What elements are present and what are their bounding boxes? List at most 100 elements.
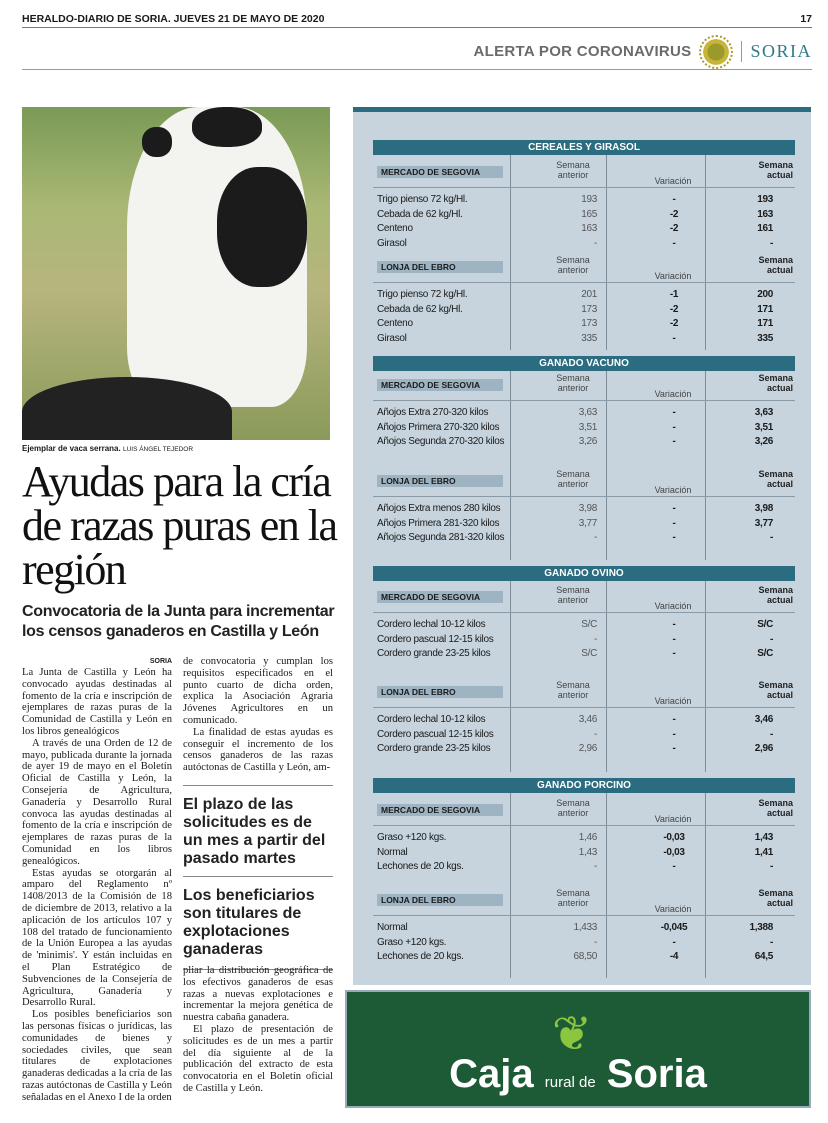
value-anterior: 1,46 bbox=[578, 832, 598, 843]
column-variacion: Variación bbox=[654, 601, 692, 611]
value-variacion: - bbox=[672, 728, 676, 740]
table-row: Trigo pienso 72 kg/Hl. 201 -1 200 bbox=[373, 288, 795, 303]
table-row: Graso +120 kgs. 1,46 -0,03 1,43 bbox=[373, 831, 795, 846]
value-anterior: 3,63 bbox=[578, 407, 598, 418]
column-variacion: Variación bbox=[654, 814, 692, 824]
column-divider bbox=[606, 793, 607, 978]
value-anterior: - bbox=[593, 936, 597, 948]
value-variacion: - bbox=[672, 619, 676, 630]
value-actual: 2,96 bbox=[754, 743, 774, 755]
value-variacion: -2 bbox=[669, 303, 679, 315]
row-label: Añojos Segunda 281-320 kilos bbox=[377, 532, 505, 544]
table-row: Trigo pienso 72 kg/Hl. 193 - 193 bbox=[373, 193, 795, 208]
value-variacion: - bbox=[672, 421, 676, 433]
column-divider bbox=[705, 581, 706, 772]
section-header: CEREALES Y GIRASOL bbox=[373, 140, 795, 155]
column-actual: Semana actual bbox=[758, 798, 793, 818]
value-variacion: - bbox=[672, 861, 676, 873]
value-actual: 3,77 bbox=[754, 517, 774, 529]
cow-photo bbox=[22, 107, 330, 440]
pull-quote-2: Los beneficiarios son titulares de explo… bbox=[183, 876, 333, 970]
value-actual: 3,46 bbox=[754, 714, 774, 725]
value-variacion: -4 bbox=[669, 951, 679, 963]
value-anterior: 3,26 bbox=[578, 436, 598, 448]
article-column-1: SORIA La Junta de Castilla y León ha con… bbox=[22, 658, 172, 1103]
value-anterior: 3,51 bbox=[578, 421, 598, 433]
value-variacion: - bbox=[672, 194, 676, 205]
ad-brand: Caja rural de Soria bbox=[449, 1052, 707, 1096]
row-label: Añojos Primera 270-320 kilos bbox=[377, 421, 500, 433]
column-variacion: Variación bbox=[654, 904, 692, 914]
headline: Ayudas para la cría de razas puras en la… bbox=[22, 457, 338, 594]
table-row: Centeno 173 -2 171 bbox=[373, 317, 795, 332]
column-divider bbox=[606, 581, 607, 772]
value-actual: 171 bbox=[757, 303, 773, 315]
value-variacion: - bbox=[672, 648, 676, 660]
value-variacion: -2 bbox=[669, 208, 679, 220]
value-variacion: - bbox=[672, 936, 676, 948]
value-variacion: - bbox=[672, 517, 676, 529]
value-anterior: - bbox=[593, 238, 597, 250]
column-divider bbox=[705, 793, 706, 978]
row-label: Centeno bbox=[377, 318, 413, 330]
column-divider bbox=[705, 155, 706, 350]
value-anterior: 201 bbox=[581, 289, 597, 300]
photo-credit: LUIS ÁNGEL TEJEDOR bbox=[122, 446, 194, 453]
column-variacion: Variación bbox=[654, 696, 692, 706]
table-row: Cordero lechal 10-12 kilos 3,46 - 3,46 bbox=[373, 713, 795, 728]
table-row: Centeno 163 -2 161 bbox=[373, 222, 795, 237]
column-variacion: Variación bbox=[654, 271, 692, 281]
market-label: MERCADO DE SEGOVIA bbox=[377, 379, 503, 391]
market-label: LONJA DEL EBRO bbox=[377, 475, 503, 487]
value-anterior: 2,96 bbox=[578, 743, 598, 755]
table-row: Añojos Segunda 270-320 kilos 3,26 - 3,26 bbox=[373, 435, 795, 450]
value-actual: S/C bbox=[757, 619, 773, 630]
value-anterior: - bbox=[593, 532, 597, 544]
market-label: MERCADO DE SEGOVIA bbox=[377, 804, 503, 816]
value-actual: 3,51 bbox=[754, 421, 774, 433]
row-label: Normal bbox=[377, 846, 408, 858]
column-actual: Semana actual bbox=[758, 160, 793, 180]
value-variacion: -0,03 bbox=[663, 832, 685, 843]
section-header: ALERTA POR CORONAVIRUS SORIA bbox=[22, 34, 812, 70]
row-label: Añojos Extra menos 280 kilos bbox=[377, 503, 501, 514]
value-actual: 1,388 bbox=[749, 922, 773, 933]
market-header: MERCADO DE SEGOVIA bbox=[373, 160, 795, 188]
caja-rural-ad[interactable]: ❦ Caja rural de Soria bbox=[345, 990, 811, 1108]
row-label: Añojos Primera 281-320 kilos bbox=[377, 517, 500, 529]
value-anterior: 68,50 bbox=[573, 951, 597, 963]
value-anterior: 3,46 bbox=[578, 714, 598, 725]
value-anterior: 3,98 bbox=[578, 503, 598, 514]
column-divider bbox=[510, 793, 511, 978]
pull-quote-1: El plazo de las solicitudes es de un mes… bbox=[183, 785, 333, 878]
column-actual: Semana actual bbox=[758, 585, 793, 605]
row-label: Cebada de 62 kg/Hl. bbox=[377, 208, 463, 220]
table-row: Cebada de 62 kg/Hl. 165 -2 163 bbox=[373, 208, 795, 223]
market-label: LONJA DEL EBRO bbox=[377, 686, 503, 698]
value-anterior: S/C bbox=[581, 648, 597, 660]
value-variacion: - bbox=[672, 333, 676, 345]
section-header: GANADO OVINO bbox=[373, 566, 795, 581]
column-divider bbox=[606, 371, 607, 560]
column-anterior: Semana anterior bbox=[556, 888, 590, 908]
column-actual: Semana actual bbox=[758, 255, 793, 275]
page-header: HERALDO-DIARIO DE SORIA. JUEVES 21 DE MA… bbox=[22, 10, 812, 28]
market-header: MERCADO DE SEGOVIA bbox=[373, 373, 795, 401]
market-label: MERCADO DE SEGOVIA bbox=[377, 166, 503, 178]
value-anterior: - bbox=[593, 633, 597, 645]
column-anterior: Semana anterior bbox=[556, 680, 590, 700]
photo-caption: Ejemplar de vaca serrana. LUIS ÁNGEL TEJ… bbox=[22, 444, 194, 453]
edition-label: SORIA bbox=[741, 41, 812, 62]
market-header: LONJA DEL EBRO bbox=[373, 469, 795, 497]
row-label: Cordero grande 23-25 kilos bbox=[377, 648, 491, 660]
market-header: LONJA DEL EBRO bbox=[373, 888, 795, 916]
column-anterior: Semana anterior bbox=[556, 469, 590, 489]
value-variacion: - bbox=[672, 407, 676, 418]
value-actual: 200 bbox=[757, 289, 773, 300]
row-label: Trigo pienso 72 kg/Hl. bbox=[377, 289, 468, 300]
market-header: LONJA DEL EBRO bbox=[373, 255, 795, 283]
column-divider bbox=[705, 371, 706, 560]
row-label: Centeno bbox=[377, 223, 413, 235]
table-row: Normal 1,433 -0,045 1,388 bbox=[373, 921, 795, 936]
market-label: LONJA DEL EBRO bbox=[377, 261, 503, 273]
